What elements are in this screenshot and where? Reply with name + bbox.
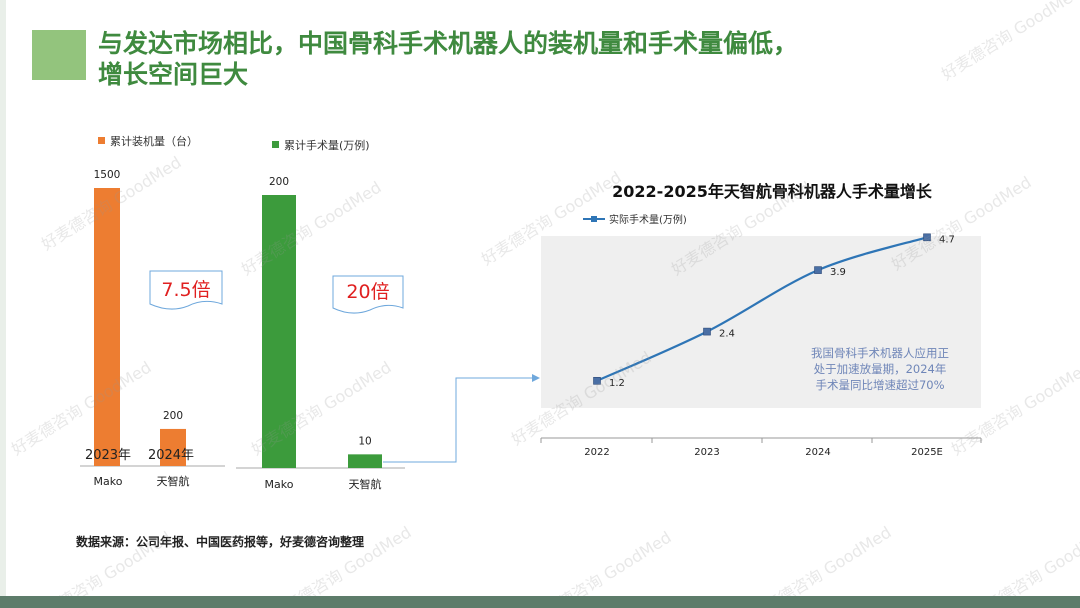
plot-area-growth bbox=[541, 236, 981, 408]
data-point bbox=[593, 376, 601, 385]
title-accent-square bbox=[32, 30, 86, 80]
annotation-line-3: 手术量同比增速超过70% bbox=[815, 378, 944, 392]
bar-tzh bbox=[160, 428, 186, 466]
data-label: 3.9 bbox=[830, 267, 846, 278]
connector-arrow-line bbox=[383, 377, 532, 463]
page-title: 与发达市场相比，中国骨科手术机器人的装机量和手术量偏低， 增长空间巨大 bbox=[98, 28, 918, 90]
callout-surgeries-multiple: 20倍 bbox=[346, 281, 389, 303]
annotation-line-1: 我国骨科手术机器人应用正 bbox=[811, 346, 949, 360]
legend-label-surgeries: 累计手术量(万例) bbox=[284, 138, 370, 152]
bar-annotation-mako: 2023年 bbox=[85, 448, 131, 463]
data-point bbox=[814, 266, 822, 274]
x-tick-label: 2023 bbox=[694, 447, 719, 458]
data-label: 2.4 bbox=[719, 329, 735, 340]
data-label-tzh: 10 bbox=[358, 435, 371, 447]
annotation-line-2: 处于加速放量期，2024年 bbox=[814, 362, 947, 376]
data-label-tzh: 200 bbox=[163, 410, 183, 422]
title-line-2: 增长空间巨大 bbox=[98, 60, 249, 89]
category-label-mako: Mako bbox=[265, 478, 294, 491]
title-line-1: 与发达市场相比，中国骨科手术机器人的装机量和手术量偏低， bbox=[98, 29, 799, 58]
data-label-mako: 200 bbox=[269, 176, 289, 188]
chart-title-growth: 2022-2025年天智航骨科机器人手术量增长 bbox=[612, 182, 933, 201]
connector-arrow-head bbox=[532, 374, 540, 382]
category-label-mako: Mako bbox=[94, 475, 123, 488]
callout-installed-multiple: 7.5倍 bbox=[161, 279, 210, 301]
legend-swatch-installed bbox=[98, 137, 105, 144]
left-accent-band bbox=[0, 0, 6, 596]
legend-label-installed: 累计装机量（台） bbox=[110, 134, 198, 148]
legend-label-growth: 实际手术量(万例) bbox=[609, 213, 687, 226]
legend-swatch-surgeries bbox=[272, 141, 279, 148]
data-source-note: 数据来源：公司年报、中国医药报等，好麦德咨询整理 bbox=[76, 535, 365, 549]
bar-mako bbox=[94, 188, 120, 466]
data-label: 4.7 bbox=[939, 234, 955, 245]
growth-annotation: 我国骨科手术机器人应用正 处于加速放量期，2024年 手术量同比增速超过70% bbox=[811, 346, 949, 392]
category-label-tzh: 天智航 bbox=[157, 474, 190, 488]
x-tick-label: 2024 bbox=[805, 447, 830, 458]
bar-annotation-tzh: 2024年 bbox=[148, 448, 194, 463]
data-label: 1.2 bbox=[609, 378, 625, 389]
category-label-tzh: 天智航 bbox=[349, 477, 382, 491]
bar-mako bbox=[262, 195, 296, 468]
x-tick-label: 2022 bbox=[584, 447, 609, 458]
series-line-growth bbox=[596, 236, 928, 382]
data-point bbox=[703, 327, 711, 336]
bar-tzh bbox=[348, 454, 382, 468]
callout-box-installed bbox=[149, 270, 223, 310]
legend-marker-growth bbox=[591, 216, 597, 222]
x-tick-label: 2025E bbox=[911, 447, 943, 458]
callout-box-surgeries bbox=[332, 275, 404, 314]
bottom-band bbox=[0, 596, 1080, 608]
data-label-mako: 1500 bbox=[94, 169, 121, 181]
data-point bbox=[923, 233, 931, 242]
